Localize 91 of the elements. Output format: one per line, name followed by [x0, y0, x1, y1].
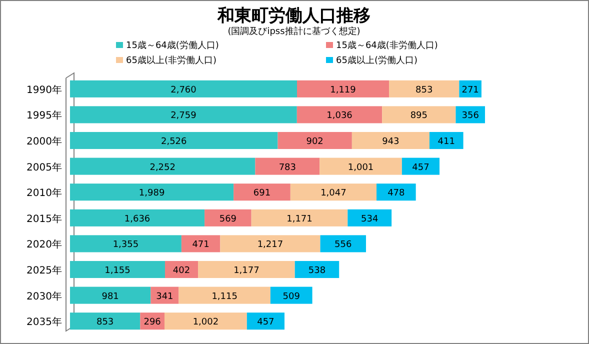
legend-label: 15歳～64歳(非労働人口)	[336, 40, 438, 51]
bar	[70, 260, 165, 278]
bar	[70, 80, 297, 98]
data-label: 691	[253, 188, 271, 199]
y-tick-label: 1990年	[26, 84, 62, 96]
data-label: 783	[278, 162, 296, 173]
bar	[181, 235, 220, 252]
data-label: 471	[192, 240, 210, 250]
data-label: 1,177	[234, 266, 260, 276]
data-label: 1,002	[192, 318, 219, 328]
bar	[220, 235, 320, 252]
data-label: 2,252	[150, 162, 176, 173]
data-label: 1,047	[320, 188, 346, 199]
data-label: 1,171	[286, 214, 312, 224]
data-label: 1,355	[112, 240, 139, 250]
bar	[376, 184, 416, 201]
y-tick-label: 2015年	[26, 212, 62, 225]
y-tick-label: 2000年	[26, 136, 62, 148]
bar	[70, 184, 234, 201]
y-tick-label: 1995年	[26, 110, 62, 122]
data-label: 902	[306, 137, 324, 147]
data-label: 402	[172, 266, 190, 276]
data-label: 1,036	[326, 111, 353, 122]
data-label: 1,001	[348, 162, 374, 173]
data-label: 534	[361, 214, 378, 224]
data-label: 1,155	[104, 266, 130, 276]
data-label: 341	[156, 292, 174, 302]
bar	[204, 209, 252, 226]
data-label: 356	[462, 111, 480, 122]
data-label: 1,119	[330, 85, 356, 96]
data-label: 457	[412, 162, 430, 173]
legend-label: 65歳以上(非労働人口)	[126, 55, 216, 66]
data-label: 853	[96, 318, 114, 328]
bar	[429, 132, 464, 150]
data-label: 2,759	[170, 111, 197, 122]
y-tick-label: 2035年	[26, 316, 62, 328]
y-tick-label: 2025年	[26, 264, 62, 276]
data-label: 569	[219, 214, 237, 224]
bar	[246, 312, 284, 330]
bar	[382, 106, 456, 124]
bar	[178, 286, 270, 304]
bar	[270, 286, 312, 304]
y-tick-label: 2020年	[26, 238, 62, 251]
data-label: 411	[438, 137, 455, 147]
y-tick-label: 2010年	[26, 187, 62, 200]
bar	[320, 158, 402, 175]
bar	[70, 158, 256, 175]
bar	[296, 106, 382, 124]
data-label: 2,526	[160, 137, 188, 147]
legend-label: 15歳～64歳(労働人口)	[126, 40, 219, 51]
bar	[198, 260, 295, 278]
data-label: 943	[382, 137, 400, 147]
bar	[70, 132, 278, 150]
bar	[70, 209, 205, 226]
bar	[296, 80, 390, 98]
bar	[402, 158, 440, 175]
data-label: 1,217	[257, 240, 284, 250]
bar	[352, 132, 430, 150]
bar	[389, 80, 460, 98]
legend-label: 65歳以上(労働人口)	[336, 55, 418, 66]
bar	[164, 312, 247, 330]
data-label: 2,760	[170, 85, 197, 96]
data-label: 509	[282, 292, 300, 302]
bar	[290, 184, 377, 201]
y-tick-label: 2005年	[26, 161, 62, 174]
data-label: 556	[334, 240, 352, 250]
data-label: 271	[462, 85, 479, 96]
bar	[278, 132, 352, 150]
data-label: 895	[410, 111, 428, 122]
data-label: 1,115	[212, 292, 238, 302]
bar	[234, 184, 290, 201]
bar	[251, 209, 348, 226]
data-label: 457	[257, 318, 274, 328]
chart-subtitle: (国調及びipss推計に基づく想定)	[228, 26, 360, 37]
bar	[70, 312, 140, 330]
bar	[70, 235, 182, 252]
bar	[70, 286, 151, 304]
data-label: 478	[388, 188, 406, 199]
bar	[294, 260, 340, 278]
data-label: 296	[144, 318, 162, 328]
data-label: 1,989	[138, 188, 165, 199]
chart-title: 和東町労働人口推移	[216, 6, 370, 26]
bar	[320, 235, 366, 252]
data-label: 853	[416, 85, 433, 96]
y-tick-label: 2030年	[26, 290, 62, 302]
bar	[255, 158, 320, 175]
data-label: 1,636	[124, 214, 150, 224]
bar	[348, 209, 392, 226]
data-label: 538	[308, 266, 326, 276]
bar	[70, 106, 297, 124]
data-label: 981	[102, 292, 119, 302]
